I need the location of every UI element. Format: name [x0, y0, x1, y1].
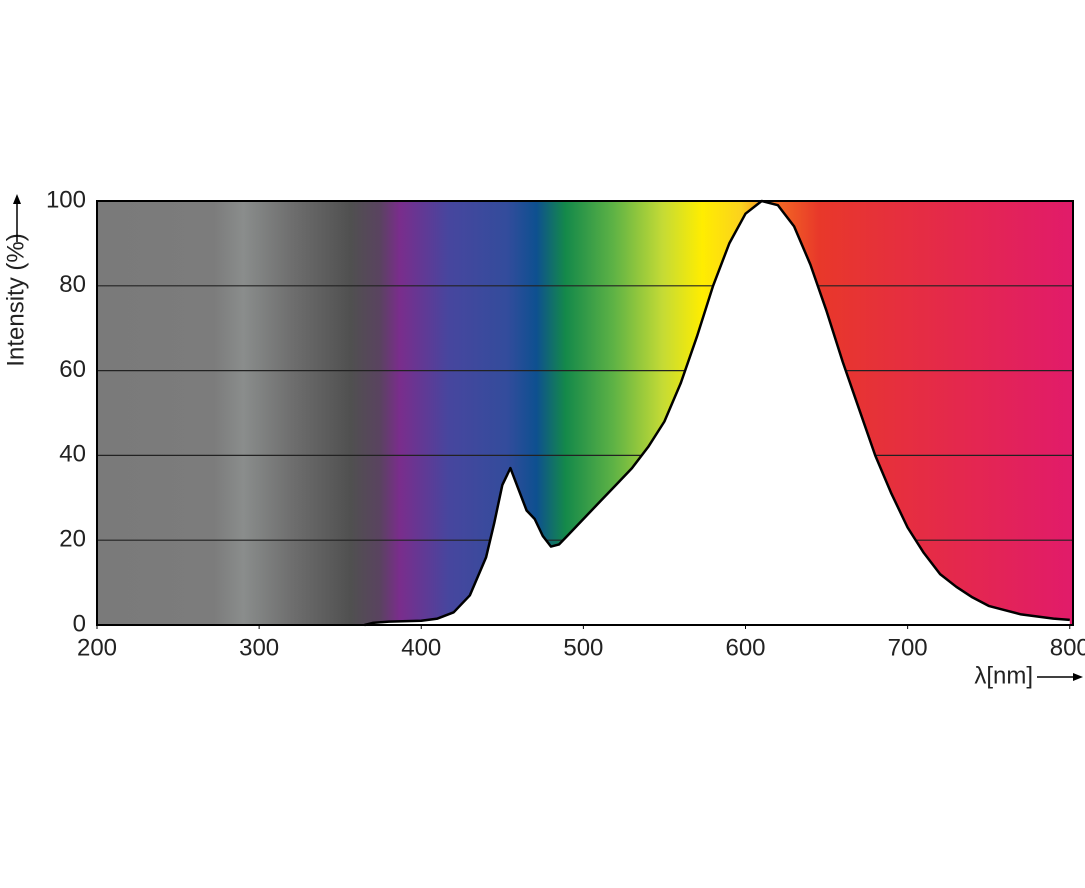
y-tick-label: 80 [59, 271, 86, 298]
x-tick-label: 800 [1050, 634, 1085, 661]
y-tick-label: 100 [46, 186, 86, 213]
y-tick-label: 60 [59, 356, 86, 383]
x-tick-label: 300 [239, 634, 279, 661]
x-tick-label: 700 [888, 634, 928, 661]
y-tick-label: 0 [73, 610, 86, 637]
area-fill [364, 201, 1070, 625]
y-tick-label: 20 [59, 526, 86, 553]
x-tick-label: 400 [401, 634, 441, 661]
y-tick-label: 40 [59, 441, 86, 468]
y-axis-arrowhead [13, 194, 21, 204]
x-axis-label: λ[nm] [974, 662, 1033, 689]
y-axis-label: Intensity (%) [2, 233, 29, 366]
ticks: 0 20 40 60 80 100 200 300 400 500 600 700 800 [46, 186, 1085, 661]
spectrum-line [364, 199, 1070, 627]
x-tick-label: 200 [77, 634, 117, 661]
x-tick-label: 600 [725, 634, 765, 661]
x-tick-label: 500 [563, 634, 603, 661]
x-axis-arrowhead [1073, 673, 1083, 681]
plot [364, 199, 1070, 627]
plot-frame [96, 200, 1074, 626]
